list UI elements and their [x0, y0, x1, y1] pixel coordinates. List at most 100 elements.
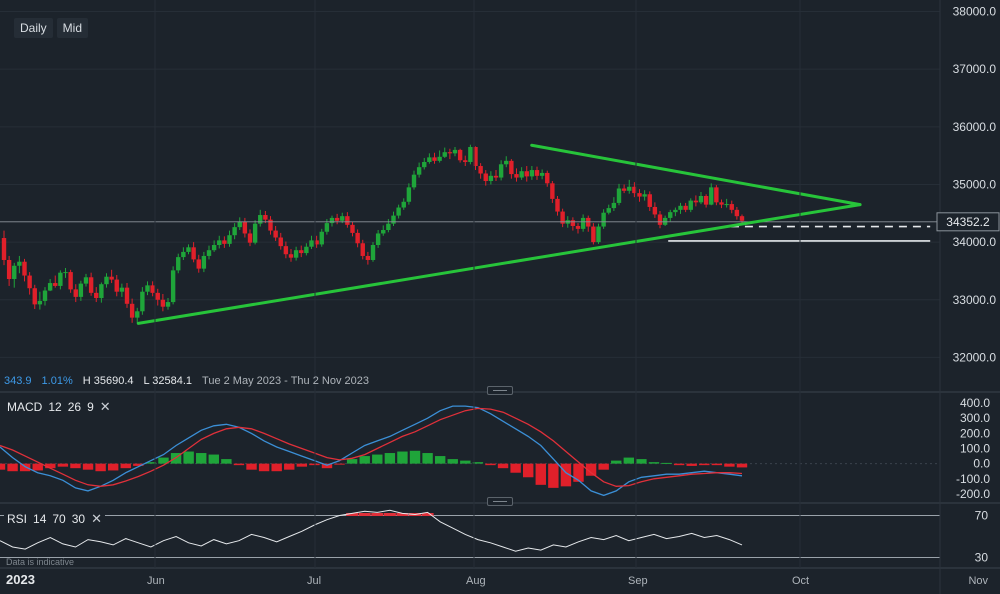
macd-panel[interactable] — [0, 405, 940, 497]
candle-body — [386, 223, 391, 231]
candle-body — [555, 198, 560, 212]
candle-body — [47, 283, 53, 291]
rsi-param-period: 14 — [33, 512, 47, 526]
macd-histogram-bar — [120, 463, 131, 469]
candle-body — [73, 289, 78, 297]
candle-body — [509, 160, 514, 175]
x-tick-label: Jul — [307, 575, 321, 587]
y-tick-label: 35000.0 — [953, 177, 997, 191]
candle-body — [375, 233, 381, 245]
candle-body — [478, 166, 483, 174]
candle-body — [693, 200, 699, 203]
y-tick-label: 38000.0 — [953, 5, 997, 19]
candle-body — [217, 240, 222, 245]
price-type-button[interactable]: Mid — [56, 18, 89, 38]
candle-body — [135, 311, 140, 318]
candle-body — [632, 186, 637, 194]
candle-body — [447, 152, 453, 154]
candle-body — [709, 187, 714, 205]
x-tick-label: 2023 — [6, 572, 35, 587]
rsi-legend: RSI 14 70 30 ✕ — [4, 510, 105, 528]
candle-body — [432, 157, 437, 161]
candle-body — [78, 283, 84, 297]
candle-body — [437, 156, 442, 161]
candle-body — [345, 216, 350, 225]
candle-body — [457, 149, 463, 161]
candle-body — [468, 147, 473, 162]
candle-body — [247, 233, 253, 243]
candle-body — [591, 226, 596, 243]
macd-histogram-bar — [133, 463, 144, 466]
candle-body — [698, 196, 704, 203]
macd-histogram-bar — [611, 460, 622, 464]
macd-histogram-bar — [523, 463, 534, 478]
change-value: 343.9 — [4, 375, 32, 387]
pane-resize-handle-macd[interactable] — [487, 386, 513, 395]
candle-body — [299, 250, 304, 254]
candle-body — [662, 217, 668, 225]
macd-histogram-bar — [196, 453, 207, 464]
macd-histogram-bar — [296, 463, 308, 467]
candle-body — [514, 174, 519, 178]
macd-y-tick-label: 300.0 — [960, 411, 990, 425]
macd-histogram-bar — [372, 454, 383, 464]
candle-body — [211, 245, 217, 251]
candle-body — [129, 303, 135, 318]
candle-body — [483, 173, 488, 182]
macd-close-icon[interactable]: ✕ — [99, 399, 111, 414]
candle-body — [252, 223, 258, 243]
macd-histogram-bar — [636, 459, 647, 464]
candle-body — [683, 205, 688, 210]
candle-body — [140, 291, 145, 312]
price-panel[interactable] — [0, 11, 940, 358]
macd-histogram-bar — [32, 463, 43, 471]
macd-histogram-bar — [699, 463, 710, 466]
macd-histogram-bar — [246, 463, 257, 470]
candle-body — [340, 216, 345, 221]
rsi-param-upper: 70 — [52, 512, 66, 526]
macd-histogram-bar — [309, 463, 320, 466]
macd-histogram-bar — [736, 463, 748, 468]
macd-y-tick-label: 0.0 — [973, 457, 990, 471]
candle-body — [27, 275, 32, 289]
signal-line — [0, 407, 743, 487]
candle-body — [416, 167, 422, 175]
rsi-panel[interactable] — [0, 509, 940, 558]
y-tick-label: 32000.0 — [953, 350, 997, 364]
macd-histogram-bar — [95, 463, 106, 472]
candle-body — [196, 259, 201, 269]
candle-body — [422, 161, 427, 168]
pane-resize-handle-rsi[interactable] — [487, 497, 513, 506]
candle-body — [201, 255, 207, 269]
candle-body — [160, 299, 166, 307]
candle-body — [242, 221, 248, 234]
x-tick-label: Jun — [147, 575, 165, 587]
macd-label: MACD — [7, 400, 43, 414]
last-price-label: 34352.2 — [946, 215, 990, 229]
candle-body — [406, 187, 412, 202]
data-disclaimer: Data is indicative — [6, 557, 75, 567]
macd-histogram-bar — [82, 463, 94, 470]
candle-body — [1, 238, 7, 260]
macd-y-tick-label: 100.0 — [960, 442, 990, 456]
rsi-close-icon[interactable]: ✕ — [91, 511, 102, 526]
candle-body — [32, 288, 37, 305]
candle-body — [155, 292, 160, 300]
candle-body — [719, 202, 724, 205]
candle-body — [442, 152, 447, 157]
x-tick-label: Nov — [968, 575, 988, 587]
y-tick-label: 34000.0 — [953, 235, 997, 249]
candle-body — [227, 235, 232, 244]
change-percent: 1.01% — [41, 375, 73, 387]
interval-button[interactable]: Daily — [14, 18, 53, 38]
candle-body — [222, 240, 227, 244]
macd-histogram-bar — [0, 463, 6, 470]
candle-body — [473, 147, 478, 167]
candle-body — [63, 272, 68, 274]
macd-histogram-bar — [585, 463, 597, 476]
macd-histogram-bar — [472, 462, 484, 464]
candle-body — [391, 215, 396, 224]
candle-body — [278, 237, 283, 247]
candle-body — [381, 230, 386, 234]
